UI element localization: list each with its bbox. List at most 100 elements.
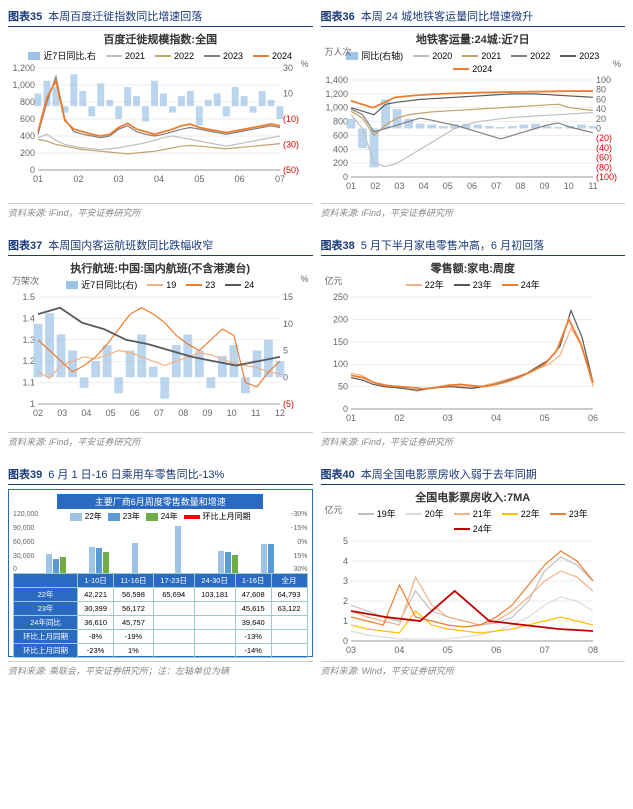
svg-text:600: 600 [332,130,347,140]
svg-text:(10): (10) [283,114,299,124]
panel-no: 图表35 [8,8,42,24]
svg-text:05: 05 [539,413,549,423]
legend-swatch [146,513,158,521]
panel-title: 5 月下半月家电零售冲高，6 月初回落 [361,237,544,253]
svg-text:04: 04 [394,645,404,655]
legend-label: 24年 [521,278,540,291]
legend-swatch [70,513,82,521]
svg-text:800: 800 [332,117,347,127]
legend-swatch [454,284,470,286]
svg-text:04: 04 [154,174,164,184]
source: 资料来源: iFind，平安证券研究所 [321,432,626,448]
svg-text:(40): (40) [596,143,612,153]
svg-text:03: 03 [394,181,404,191]
legend-label: 2020 [432,51,452,61]
legend-label: 近7日同比,右 [43,49,96,62]
legend-swatch [358,513,374,515]
panel-title: 6 月 1 日-16 日乘用车零售同比-13% [48,466,224,482]
legend-label: 23年 [123,511,140,522]
panel-36: 图表36 本周 24 城地铁客运量同比增速微升 万人次 地铁客运量:24城:近7… [321,8,626,219]
svg-text:05: 05 [442,645,452,655]
svg-text:07: 07 [539,645,549,655]
svg-text:01: 01 [345,181,355,191]
svg-text:250: 250 [332,293,347,302]
svg-text:1.5: 1.5 [22,293,35,302]
panel-header: 图表37 本周国内客运航班数同比跌幅收窄 [8,237,313,256]
svg-text:800: 800 [20,97,35,107]
legend-swatch [106,55,122,57]
svg-text:200: 200 [20,148,35,158]
legend-label: 22年 [85,511,102,522]
unit-right: % [300,274,308,284]
page-grid: 图表35 本周百度迁徙指数同比增速回落 百度迁徙规模指数:全国 近7日同比,右 … [0,0,633,685]
legend-swatch [413,55,429,57]
svg-text:100: 100 [596,76,611,85]
svg-text:07: 07 [491,181,501,191]
svg-text:12: 12 [275,408,285,418]
legend-label: 2021 [125,51,145,61]
svg-text:(50): (50) [283,165,299,175]
legend-swatch [108,513,120,521]
legend-swatch [454,528,470,530]
legend-swatch [406,284,422,286]
svg-text:05: 05 [194,174,204,184]
unit-left: 亿元 [325,274,343,287]
svg-text:07: 07 [154,408,164,418]
panel-header: 图表36 本周 24 城地铁客运量同比增速微升 [321,8,626,27]
svg-text:06: 06 [587,413,597,423]
panel-39: 图表39 6 月 1 日-16 日乘用车零售同比-13% 主要厂商6月周度零售数… [8,466,313,677]
svg-text:1,000: 1,000 [12,80,35,90]
source: 资料来源: iFind，平安证券研究所 [8,203,313,219]
svg-text:08: 08 [587,645,597,655]
svg-text:04: 04 [81,408,91,418]
data-table: 1-10日11-16日17-23日24-30日1-16日全月22年42,2215… [13,573,308,658]
chart-39: 主要厂商6月周度零售数量和增速 22年 23年 24年 环比上月同期 030,0… [8,489,313,657]
chart-svg: 050100150200250010203040506 [321,293,621,423]
legend-swatch [550,513,566,515]
svg-text:02: 02 [73,174,83,184]
panel-title: 本周百度迁徙指数同比增速回落 [48,8,202,24]
legend-swatch [560,55,576,57]
legend-swatch [186,284,202,286]
panel-35: 图表35 本周百度迁徙指数同比增速回落 百度迁徙规模指数:全国 近7日同比,右 … [8,8,313,219]
svg-text:1.4: 1.4 [22,313,35,323]
chart-title: 主要厂商6月周度零售数量和增速 [57,494,263,509]
chart-37: 万架次 执行航班:中国:国内航班(不含港澳台) 近7日同比(右) 19 23 2… [8,260,313,428]
svg-text:07: 07 [275,174,285,184]
legend-label: 同比(右轴) [361,49,403,62]
svg-text:400: 400 [332,144,347,154]
panel-no: 图表38 [321,237,355,253]
svg-text:08: 08 [178,408,188,418]
svg-text:06: 06 [466,181,476,191]
svg-text:1,200: 1,200 [12,64,35,73]
svg-text:(30): (30) [283,140,299,150]
svg-text:1,000: 1,000 [325,103,348,113]
chart-svg: 02004006008001,0001,2001,400100806040200… [321,76,621,191]
svg-text:150: 150 [332,337,347,347]
panel-40: 图表40 本周全国电影票房收入弱于去年同期 亿元 全国电影票房收入:7MA 19… [321,466,626,677]
svg-text:11: 11 [588,181,597,191]
svg-text:5: 5 [283,346,288,356]
svg-text:1,200: 1,200 [325,89,348,99]
chart-title: 全国电影票房收入:7MA [321,489,626,505]
legend-swatch [454,513,470,515]
source: 资料来源: 乘联会，平安证券研究所；注：左轴单位为辆 [8,661,313,677]
legend-label: 2022 [174,51,194,61]
source: 资料来源: iFind，平安证券研究所 [8,432,313,448]
legend-label: 23 [205,280,215,290]
panel-header: 图表40 本周全国电影票房收入弱于去年同期 [321,466,626,485]
legend-swatch [453,68,469,70]
svg-text:10: 10 [283,319,293,329]
legend: 22年 23年 24年 环比上月同期 [13,511,308,522]
svg-text:02: 02 [394,413,404,423]
chart-title: 地铁客运量:24城:近7日 [321,31,626,47]
chart-title: 执行航班:中国:国内航班(不含港澳台) [8,260,313,276]
chart-svg: 02004006008001,0001,2003010(10)(30)(50)0… [8,64,308,184]
legend-label: 23年 [473,278,492,291]
svg-text:05: 05 [106,408,116,418]
legend-label: 2021 [481,51,501,61]
svg-text:20: 20 [596,114,606,124]
unit-right: % [613,59,621,69]
legend-swatch [502,284,518,286]
svg-text:06: 06 [491,645,501,655]
